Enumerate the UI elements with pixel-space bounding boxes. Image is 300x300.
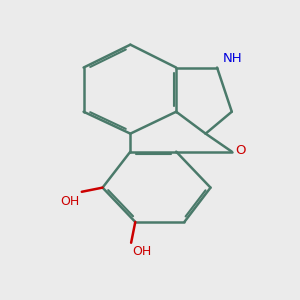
Text: OH: OH xyxy=(133,245,152,258)
Text: OH: OH xyxy=(60,195,80,208)
Text: O: O xyxy=(236,144,246,157)
Text: NH: NH xyxy=(222,52,242,65)
